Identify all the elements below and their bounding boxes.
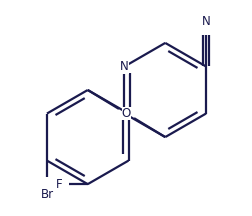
Text: Br: Br	[40, 188, 53, 201]
Text: O: O	[121, 107, 131, 120]
Text: F: F	[56, 178, 62, 191]
Text: N: N	[120, 60, 128, 73]
Text: N: N	[201, 15, 210, 28]
